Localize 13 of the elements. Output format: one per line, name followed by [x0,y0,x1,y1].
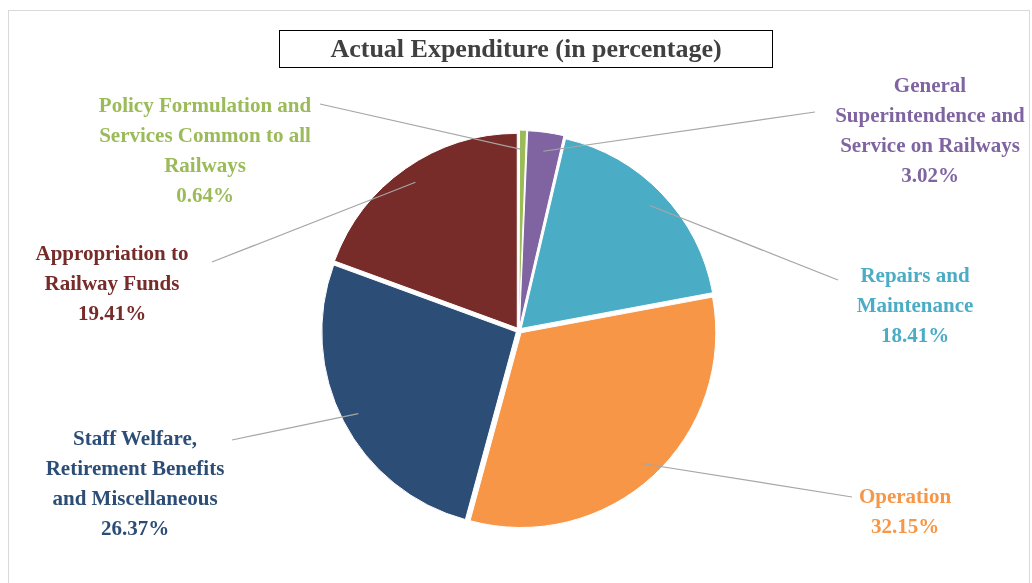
slice-label: Operation [858,484,952,509]
slice-label: Staff Welfare, Retirement Benefits and Miscellaneous [45,426,225,511]
data-label: 32.15% [870,514,940,539]
data-label: 26.37% [100,516,170,541]
data-label: 3.02% [901,163,959,188]
slice-label: Appropriation to Railway Funds [35,241,189,296]
data-label: 18.41% [880,323,950,348]
data-label: 0.64% [176,183,234,208]
slice-label: General Superintendence and Service on Railways [835,73,1026,158]
slice-label: Repairs and Maintenance [856,263,974,318]
slice-label: Policy Formulation and Services Common to all Railways [98,93,312,178]
data-label: 19.41% [77,301,147,326]
chart-title: Actual Expenditure (in percentage) [279,30,773,68]
